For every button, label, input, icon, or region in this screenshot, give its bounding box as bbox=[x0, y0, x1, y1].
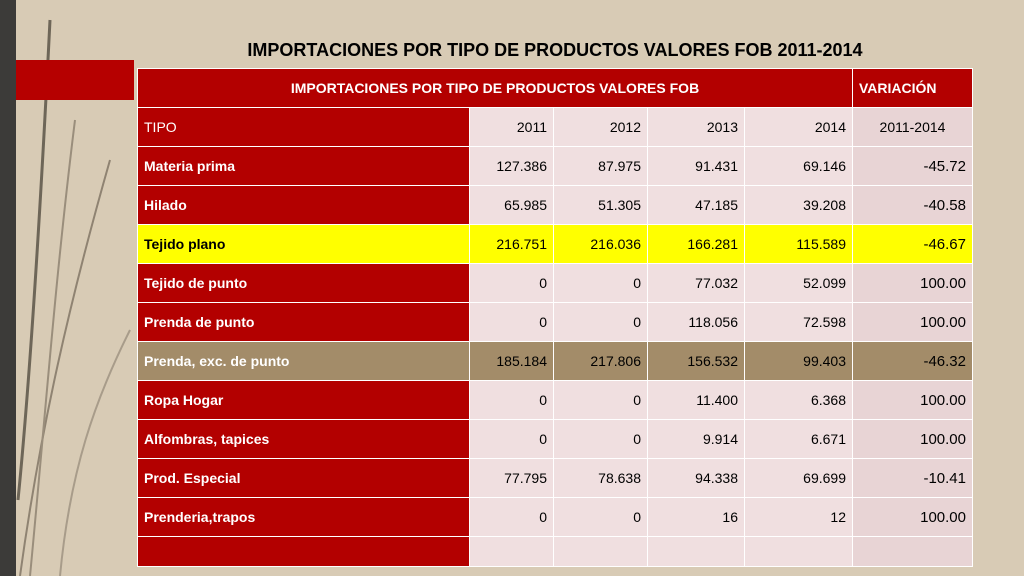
col-header-2014: 2014 bbox=[744, 107, 853, 147]
cell-2012: 51.305 bbox=[553, 185, 648, 225]
cell-variation: 100.00 bbox=[852, 302, 973, 342]
table-header-columns: TIPO 2011 2012 2013 2014 2011-2014 bbox=[137, 107, 973, 147]
cell-variation: -40.58 bbox=[852, 185, 973, 225]
cell-tipo: Alfombras, tapices bbox=[137, 419, 470, 459]
cell-2011: 216.751 bbox=[469, 224, 554, 264]
table-row-highlighted: Prenda, exc. de punto 185.184 217.806 15… bbox=[137, 341, 973, 381]
cell-tipo: Materia prima bbox=[137, 146, 470, 186]
table-row-highlighted: Tejido plano 216.751 216.036 166.281 115… bbox=[137, 224, 973, 264]
cell-variation: 100.00 bbox=[852, 263, 973, 303]
cell-tipo: Hilado bbox=[137, 185, 470, 225]
cell-2013: 11.400 bbox=[647, 380, 745, 420]
cell-2013: 16 bbox=[647, 497, 745, 537]
cell-2012: 0 bbox=[553, 497, 648, 537]
cell-2013: 94.338 bbox=[647, 458, 745, 498]
cell-2014: 115.589 bbox=[744, 224, 853, 264]
cell-empty bbox=[744, 536, 853, 567]
left-dark-strip bbox=[0, 0, 16, 576]
cell-2011: 77.795 bbox=[469, 458, 554, 498]
cell-2012: 217.806 bbox=[553, 341, 648, 381]
cell-2012: 0 bbox=[553, 419, 648, 459]
table-row: Hilado 65.985 51.305 47.185 39.208 -40.5… bbox=[137, 185, 973, 225]
cell-2011: 0 bbox=[469, 419, 554, 459]
cell-tipo: Ropa Hogar bbox=[137, 380, 470, 420]
cell-2011: 0 bbox=[469, 380, 554, 420]
cell-2014: 12 bbox=[744, 497, 853, 537]
cell-variation: 100.00 bbox=[852, 419, 973, 459]
table-row: Prenda de punto 0 0 118.056 72.598 100.0… bbox=[137, 302, 973, 342]
cell-empty bbox=[469, 536, 554, 567]
cell-2014: 6.671 bbox=[744, 419, 853, 459]
cell-2011: 65.985 bbox=[469, 185, 554, 225]
cell-2014: 6.368 bbox=[744, 380, 853, 420]
cell-2012: 0 bbox=[553, 302, 648, 342]
slide-title: IMPORTACIONES POR TIPO DE PRODUCTOS VALO… bbox=[247, 40, 863, 60]
table-row: Prenderia,trapos 0 0 16 12 100.00 bbox=[137, 497, 973, 537]
cell-2014: 52.099 bbox=[744, 263, 853, 303]
cell-tipo: Prenda, exc. de punto bbox=[137, 341, 470, 381]
cell-tipo: Tejido de punto bbox=[137, 263, 470, 303]
red-accent-tab bbox=[16, 60, 134, 100]
cell-tipo: Prenda de punto bbox=[137, 302, 470, 342]
cell-2013: 77.032 bbox=[647, 263, 745, 303]
cell-2014: 69.699 bbox=[744, 458, 853, 498]
cell-tipo: Prenderia,trapos bbox=[137, 497, 470, 537]
table-row: Tejido de punto 0 0 77.032 52.099 100.00 bbox=[137, 263, 973, 303]
cell-2012: 78.638 bbox=[553, 458, 648, 498]
table-row: Materia prima 127.386 87.975 91.431 69.1… bbox=[137, 146, 973, 186]
cell-variation: 100.00 bbox=[852, 380, 973, 420]
table-row: Ropa Hogar 0 0 11.400 6.368 100.00 bbox=[137, 380, 973, 420]
cell-empty bbox=[647, 536, 745, 567]
cell-2012: 0 bbox=[553, 263, 648, 303]
cell-2011: 0 bbox=[469, 497, 554, 537]
cell-2012: 0 bbox=[553, 380, 648, 420]
cell-2013: 9.914 bbox=[647, 419, 745, 459]
col-header-variation: 2011-2014 bbox=[852, 107, 973, 147]
table-header-main: IMPORTACIONES POR TIPO DE PRODUCTOS VALO… bbox=[137, 68, 973, 108]
col-header-2013: 2013 bbox=[647, 107, 745, 147]
cell-2014: 39.208 bbox=[744, 185, 853, 225]
table-row-empty bbox=[137, 536, 973, 567]
cell-2012: 216.036 bbox=[553, 224, 648, 264]
cell-tipo: Prod. Especial bbox=[137, 458, 470, 498]
header-main: IMPORTACIONES POR TIPO DE PRODUCTOS VALO… bbox=[137, 68, 853, 108]
cell-2014: 69.146 bbox=[744, 146, 853, 186]
header-variation: VARIACIÓN bbox=[852, 68, 973, 108]
cell-2013: 118.056 bbox=[647, 302, 745, 342]
col-header-tipo: TIPO bbox=[137, 107, 470, 147]
cell-tipo: Tejido plano bbox=[137, 224, 470, 264]
cell-variation: -45.72 bbox=[852, 146, 973, 186]
cell-variation: -46.32 bbox=[852, 341, 973, 381]
table-row: Alfombras, tapices 0 0 9.914 6.671 100.0… bbox=[137, 419, 973, 459]
cell-variation: -10.41 bbox=[852, 458, 973, 498]
cell-2013: 47.185 bbox=[647, 185, 745, 225]
cell-2011: 185.184 bbox=[469, 341, 554, 381]
cell-variation: -46.67 bbox=[852, 224, 973, 264]
cell-empty bbox=[553, 536, 648, 567]
cell-2014: 72.598 bbox=[744, 302, 853, 342]
cell-2011: 127.386 bbox=[469, 146, 554, 186]
col-header-2011: 2011 bbox=[469, 107, 554, 147]
cell-2012: 87.975 bbox=[553, 146, 648, 186]
cell-2013: 156.532 bbox=[647, 341, 745, 381]
cell-2011: 0 bbox=[469, 263, 554, 303]
imports-table: IMPORTACIONES POR TIPO DE PRODUCTOS VALO… bbox=[137, 68, 973, 567]
cell-empty bbox=[852, 536, 973, 567]
cell-empty bbox=[137, 536, 470, 567]
table-row: Prod. Especial 77.795 78.638 94.338 69.6… bbox=[137, 458, 973, 498]
cell-variation: 100.00 bbox=[852, 497, 973, 537]
cell-2011: 0 bbox=[469, 302, 554, 342]
col-header-2012: 2012 bbox=[553, 107, 648, 147]
cell-2013: 91.431 bbox=[647, 146, 745, 186]
cell-2014: 99.403 bbox=[744, 341, 853, 381]
cell-2013: 166.281 bbox=[647, 224, 745, 264]
